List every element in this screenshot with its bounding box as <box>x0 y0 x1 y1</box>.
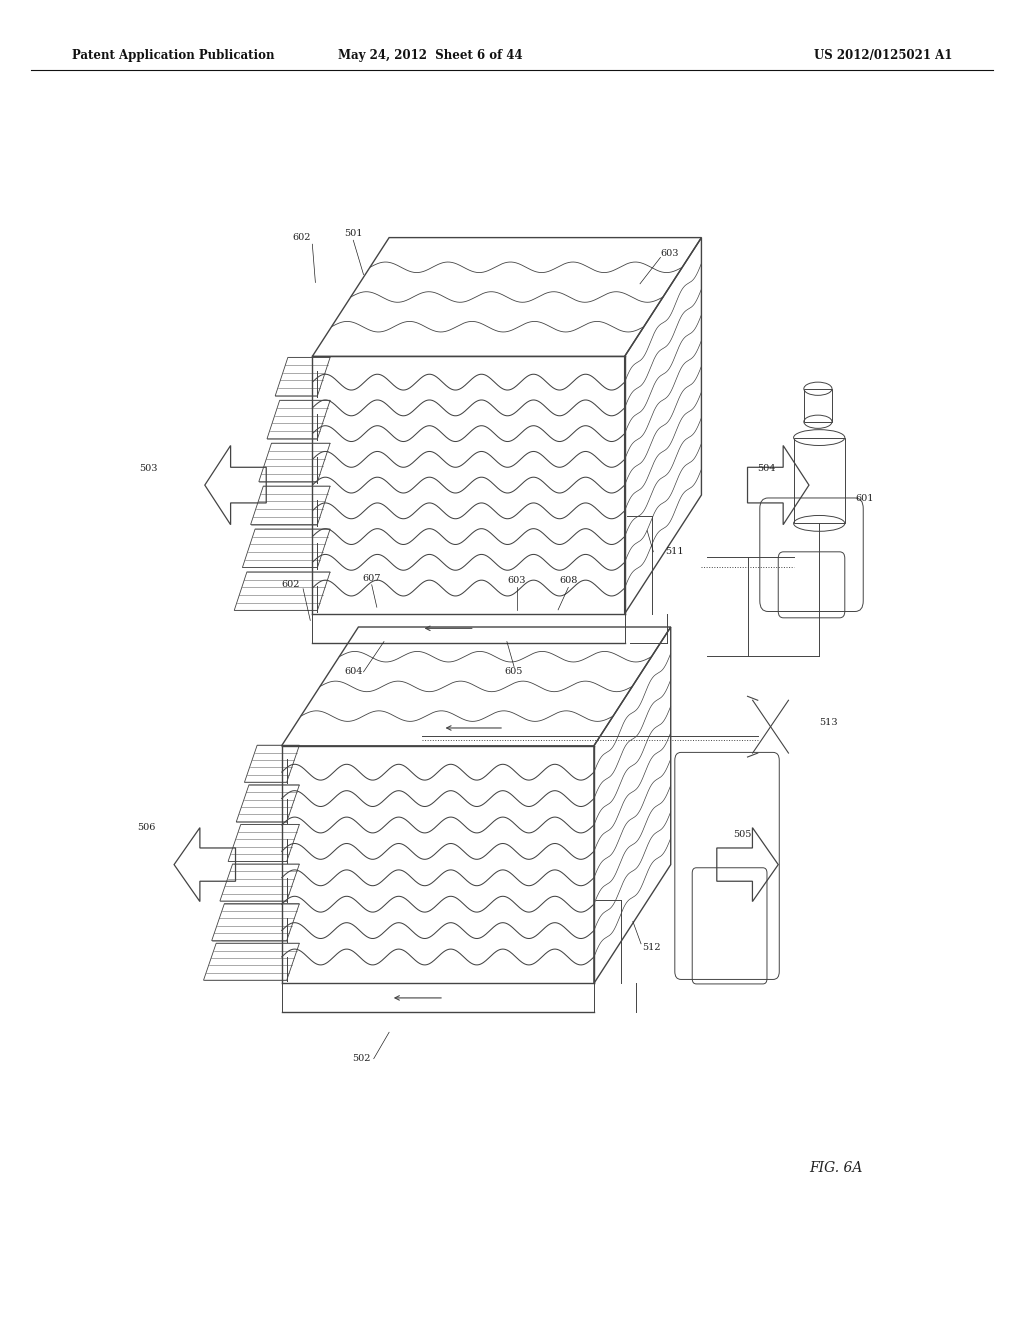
Text: 511: 511 <box>666 548 684 556</box>
Text: 603: 603 <box>508 577 526 585</box>
Bar <box>794 437 845 523</box>
Text: 603: 603 <box>660 249 679 257</box>
Text: 607: 607 <box>362 574 381 582</box>
Text: 605: 605 <box>505 668 523 676</box>
Text: 513: 513 <box>819 718 838 726</box>
Text: 602: 602 <box>293 234 311 242</box>
Text: FIG. 6A: FIG. 6A <box>809 1162 862 1175</box>
Text: 502: 502 <box>352 1055 371 1063</box>
Text: 512: 512 <box>642 944 660 952</box>
Text: 505: 505 <box>733 830 752 838</box>
Text: 503: 503 <box>139 465 158 473</box>
Text: 504: 504 <box>757 465 775 473</box>
Text: 608: 608 <box>559 577 578 585</box>
Bar <box>804 388 831 421</box>
Text: US 2012/0125021 A1: US 2012/0125021 A1 <box>814 49 952 62</box>
Text: 602: 602 <box>282 581 300 589</box>
Text: May 24, 2012  Sheet 6 of 44: May 24, 2012 Sheet 6 of 44 <box>338 49 522 62</box>
Text: Patent Application Publication: Patent Application Publication <box>72 49 274 62</box>
Text: 604: 604 <box>344 668 362 676</box>
Text: 601: 601 <box>855 495 873 503</box>
Text: 506: 506 <box>137 824 156 832</box>
Text: 501: 501 <box>344 230 362 238</box>
